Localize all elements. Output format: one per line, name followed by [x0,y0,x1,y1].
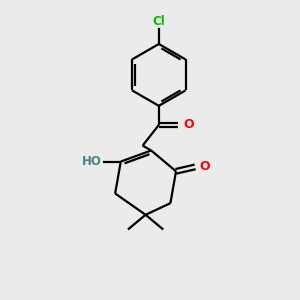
Text: O: O [200,160,211,173]
Text: Cl: Cl [152,15,165,28]
Text: HO: HO [82,155,102,168]
Text: O: O [183,118,194,131]
